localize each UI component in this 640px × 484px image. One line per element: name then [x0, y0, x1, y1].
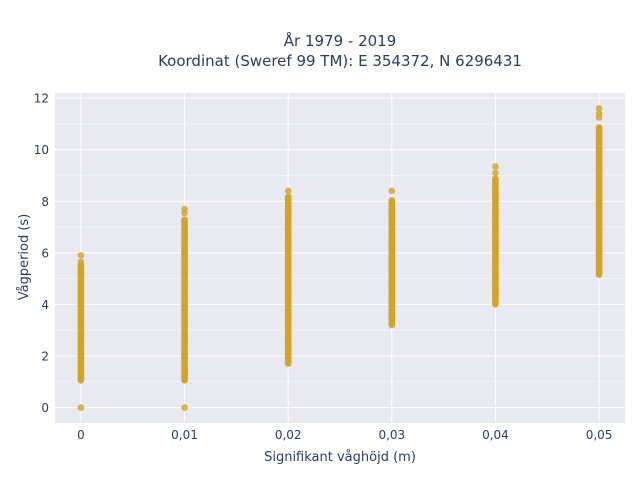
data-point — [595, 123, 603, 131]
x-tick-label: 0,05 — [586, 428, 613, 442]
y-tick-label: 8 — [41, 195, 49, 209]
tick-labels: 0 2 4 6 8 10 12 0 0,01 0,02 0,03 0,04 0,05 — [34, 92, 613, 442]
data-point — [181, 216, 188, 223]
data-point — [492, 163, 499, 170]
x-tick-label: 0 — [77, 428, 85, 442]
y-tick-label: 6 — [41, 246, 49, 260]
data-point — [595, 110, 603, 117]
data-point — [388, 187, 396, 195]
chart-title-line-1: År 1979 - 2019 — [284, 31, 397, 50]
y-tick-label: 10 — [34, 143, 49, 157]
x-tick-label: 0,04 — [482, 428, 509, 442]
y-tick-label: 0 — [41, 401, 49, 415]
data-point — [284, 193, 292, 200]
x-axis-label: Signifikant våghöjd (m) — [264, 450, 416, 465]
data-point — [77, 258, 85, 266]
data-point — [181, 205, 188, 213]
plot-area — [55, 93, 625, 423]
data-point — [284, 187, 292, 195]
y-tick-label: 12 — [34, 92, 49, 106]
data-point — [388, 196, 396, 204]
data-points — [77, 105, 603, 411]
data-point — [77, 252, 85, 259]
data-point — [492, 169, 499, 177]
chart-title-line-2: Koordinat (Sweref 99 TM): E 354372, N 62… — [158, 52, 522, 70]
y-tick-label: 2 — [41, 349, 49, 363]
x-tick-label: 0,03 — [378, 428, 405, 442]
data-point — [181, 404, 188, 411]
data-point — [77, 404, 85, 411]
y-tick-label: 4 — [41, 298, 49, 312]
x-tick-label: 0,02 — [275, 428, 302, 442]
data-point — [595, 105, 603, 112]
y-axis-label: Vågperiod (s) — [17, 214, 32, 301]
x-tick-label: 0,01 — [171, 428, 198, 442]
data-point — [492, 175, 499, 182]
